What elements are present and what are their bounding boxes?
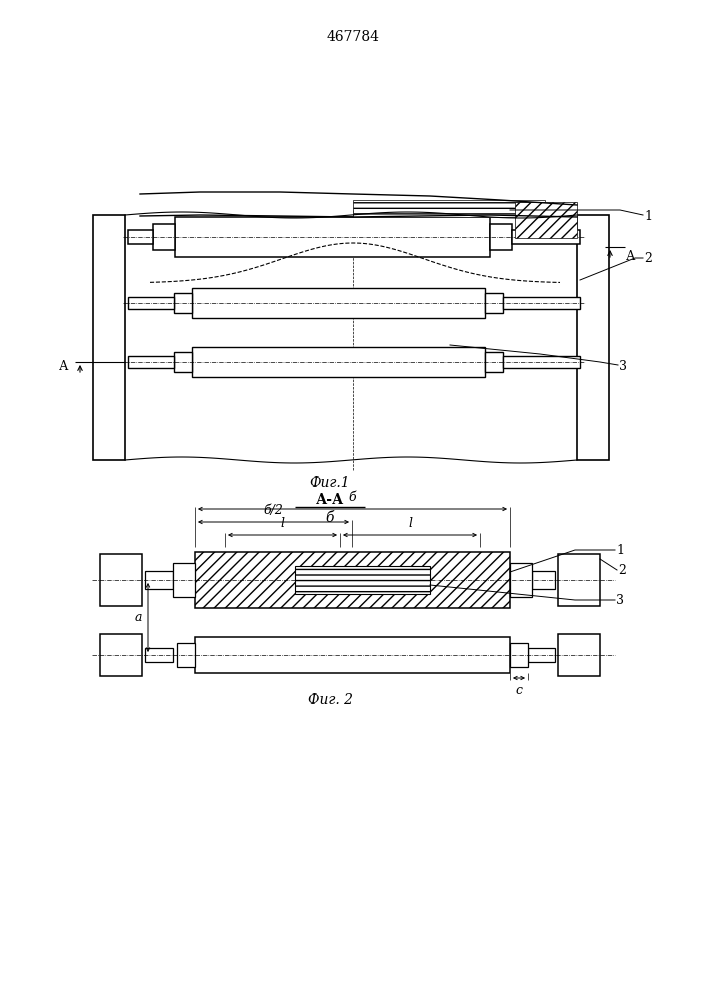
Text: 1: 1 xyxy=(644,210,652,223)
Bar xyxy=(353,200,545,217)
Text: c: c xyxy=(515,684,522,697)
Text: 2: 2 xyxy=(644,252,652,265)
Bar xyxy=(485,352,503,372)
Bar xyxy=(510,563,532,597)
Text: Фиг. 2: Фиг. 2 xyxy=(308,693,353,707)
Bar xyxy=(145,648,173,662)
Text: l: l xyxy=(408,517,412,530)
Text: a: a xyxy=(134,611,142,624)
Bar xyxy=(528,648,555,662)
Bar xyxy=(558,554,600,606)
Text: 2: 2 xyxy=(618,564,626,578)
Text: А: А xyxy=(626,250,636,263)
Bar xyxy=(558,634,600,676)
Bar xyxy=(128,356,174,368)
Bar xyxy=(177,643,195,667)
Bar xyxy=(510,643,528,667)
Text: А-А: А-А xyxy=(316,493,344,507)
Text: 3: 3 xyxy=(616,593,624,606)
Text: б: б xyxy=(349,491,356,504)
Bar xyxy=(490,224,512,250)
Bar xyxy=(93,215,125,460)
Bar xyxy=(153,224,175,250)
Bar xyxy=(100,554,142,606)
Bar xyxy=(577,215,609,460)
Text: Фиг.1: Фиг.1 xyxy=(310,476,350,490)
Text: 3: 3 xyxy=(619,360,627,372)
Bar xyxy=(128,230,153,244)
Text: 1: 1 xyxy=(616,544,624,556)
Bar xyxy=(175,217,490,257)
Bar xyxy=(128,297,174,309)
Text: l: l xyxy=(281,517,284,530)
Bar xyxy=(192,347,485,377)
Bar xyxy=(485,293,503,313)
Text: б/2: б/2 xyxy=(264,504,284,517)
Bar xyxy=(295,566,430,594)
Bar xyxy=(192,288,485,318)
Bar xyxy=(195,552,510,608)
Bar xyxy=(173,563,195,597)
Text: 467784: 467784 xyxy=(327,30,380,44)
Bar xyxy=(532,571,555,589)
Bar xyxy=(503,297,580,309)
Bar xyxy=(145,571,173,589)
Text: А: А xyxy=(59,360,68,373)
Text: б: б xyxy=(326,511,334,525)
Bar xyxy=(515,202,577,238)
Bar xyxy=(174,352,192,372)
Bar xyxy=(100,634,142,676)
Bar xyxy=(174,293,192,313)
Bar xyxy=(512,230,580,244)
Bar xyxy=(195,637,510,673)
Bar xyxy=(503,356,580,368)
